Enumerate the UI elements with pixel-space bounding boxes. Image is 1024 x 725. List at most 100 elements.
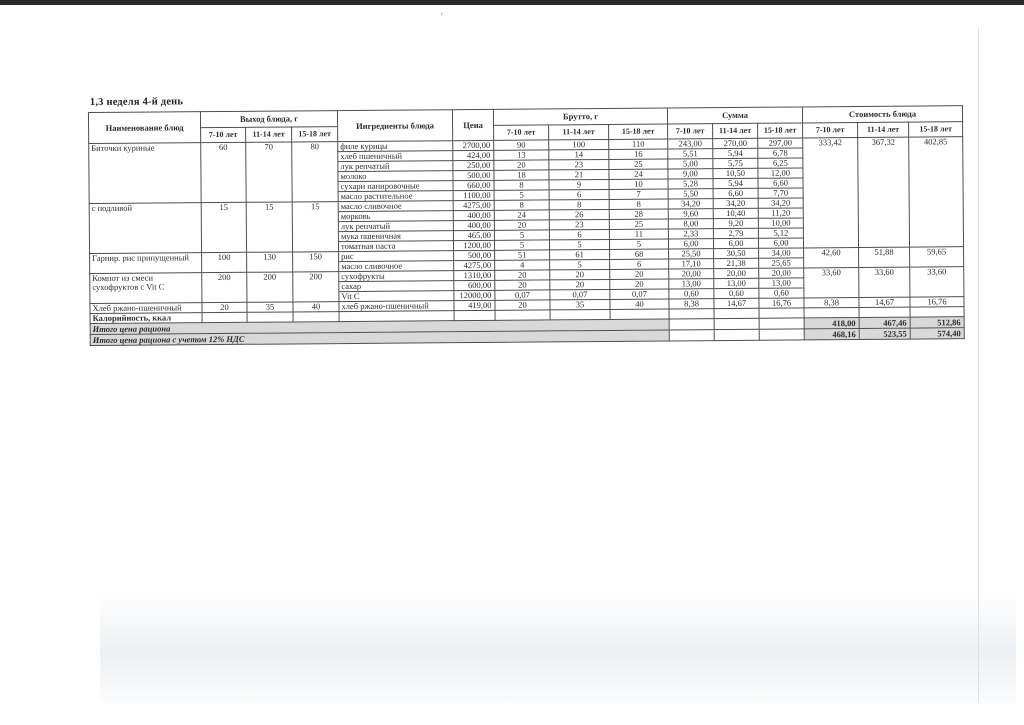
dish-cost-cell: 33,60 (858, 267, 910, 298)
sum-cell: 9,60 (668, 208, 714, 220)
empty-cell (495, 309, 551, 321)
empty-cell (714, 318, 760, 330)
empty-cell (910, 306, 965, 318)
gross-weight-cell: 8 (494, 199, 550, 211)
price-cell: 500,00 (453, 250, 495, 261)
price-cell: 660,00 (453, 180, 495, 191)
sum-cell: 13,00 (668, 278, 714, 289)
dish-cost-cell: 14,67 (858, 297, 911, 308)
sum-cell: 20,00 (668, 268, 714, 279)
sum-cell: 2,33 (668, 228, 714, 239)
sum-cell: 17,10 (668, 258, 714, 269)
col-header-age: 7-10 лет (802, 122, 858, 138)
gross-weight-cell: 51 (494, 249, 550, 261)
output-weight-cell: 15 (201, 202, 247, 253)
dish-cost-cell: 333,42 (802, 137, 859, 248)
price-cell: 1310,00 (453, 270, 495, 281)
gross-weight-cell: 5 (494, 189, 550, 201)
sum-cell: 6,00 (713, 238, 759, 249)
sum-cell: 243,00 (667, 138, 713, 150)
gross-weight-cell: 20 (549, 269, 610, 280)
gross-weight-cell: 8 (494, 179, 550, 191)
sum-cell: 34,20 (758, 197, 804, 209)
dish-name-cell: Биточки куриные (88, 142, 202, 204)
sum-cell: 6,25 (757, 157, 803, 169)
price-cell: 400,00 (453, 220, 495, 231)
sum-cell: 6,78 (757, 147, 803, 159)
dish-name-cell: Гарнир. рис припущенный (89, 252, 202, 274)
sum-cell: 34,20 (668, 198, 714, 210)
col-header-age: 15-18 лет (608, 124, 668, 140)
sum-cell: 10,40 (713, 208, 759, 219)
output-weight-cell: 15 (246, 201, 293, 253)
col-header-age: 11-14 лет (857, 122, 909, 138)
col-header-age: 7-10 лет (200, 127, 246, 143)
col-header-age: 11-14 лет (712, 123, 758, 139)
empty-cell (293, 311, 340, 322)
empty-cell (454, 310, 496, 321)
gross-weight-cell: 18 (493, 169, 550, 181)
sum-cell: 12,00 (757, 167, 804, 179)
price-cell: 400,00 (453, 210, 495, 221)
sum-cell: 11,20 (758, 207, 804, 219)
output-weight-cell: 200 (201, 272, 247, 303)
sum-cell: 6,60 (713, 188, 759, 199)
gross-weight-cell: 90 (493, 139, 549, 151)
price-cell: 500,00 (452, 170, 495, 181)
dish-cost-cell: 33,60 (803, 267, 859, 298)
output-weight-cell: 35 (246, 301, 294, 313)
sum-cell: 0,60 (668, 288, 714, 299)
sum-cell: 6,00 (668, 238, 714, 249)
empty-cell (247, 311, 294, 323)
sum-cell: 16,76 (758, 297, 805, 309)
gross-weight-cell: 25 (609, 219, 669, 230)
col-header-output-group: Выход блюда, г (200, 110, 338, 128)
output-weight-cell: 130 (246, 251, 293, 273)
output-weight-cell: 150 (292, 251, 339, 272)
sum-cell: 6,00 (758, 237, 804, 249)
gross-weight-cell: 25 (608, 159, 668, 170)
gross-weight-cell: 20 (494, 299, 551, 311)
total-value-cell: 523,55 (859, 328, 911, 340)
sum-cell: 0,60 (713, 288, 759, 299)
price-cell: 1100,00 (453, 190, 495, 201)
sum-cell: 8,00 (668, 218, 714, 229)
price-cell: 465,00 (453, 230, 495, 241)
gross-weight-cell: 20 (494, 279, 550, 291)
sum-cell: 270,00 (712, 138, 758, 149)
sum-cell: 34,20 (713, 198, 759, 209)
output-weight-cell: 15 (292, 201, 339, 252)
gross-weight-cell: 0,07 (549, 289, 610, 300)
sum-cell: 21,38 (713, 258, 759, 269)
gross-weight-cell: 23 (549, 219, 610, 230)
sum-cell: 5,50 (668, 188, 714, 200)
price-cell: 1200,00 (453, 240, 495, 251)
sum-cell: 297,00 (757, 137, 803, 149)
gross-weight-cell: 6 (549, 189, 610, 200)
col-header-cost-group: Стоимость блюда (802, 105, 963, 123)
sum-cell: 6,60 (758, 177, 804, 189)
gross-weight-cell: 35 (549, 299, 611, 310)
sum-cell: 13,00 (758, 277, 804, 289)
gross-weight-cell: 5 (549, 259, 610, 270)
dish-cost-cell: 33,60 (909, 266, 964, 298)
dish-cost-cell: 51,88 (858, 247, 910, 268)
gross-weight-cell: 100 (548, 139, 609, 150)
empty-cell (804, 307, 860, 318)
total-value-cell: 512,86 (910, 316, 965, 329)
gross-weight-cell: 16 (608, 149, 668, 160)
empty-cell (714, 308, 760, 319)
dish-cost-cell: 367,32 (857, 137, 910, 248)
sum-cell: 5,28 (668, 178, 714, 190)
col-header-sum-group: Сумма (667, 106, 803, 125)
gross-weight-cell: 5 (494, 239, 550, 251)
price-cell: 2700,00 (452, 140, 494, 151)
empty-cell (759, 317, 805, 330)
sum-cell: 5,12 (758, 227, 804, 239)
output-weight-cell: 80 (291, 141, 339, 202)
output-weight-cell: 200 (246, 271, 293, 303)
col-header-ingredients: Ингредиенты блюда (337, 109, 453, 142)
sum-cell: 30,50 (713, 248, 759, 259)
col-header-age: 11-14 лет (245, 126, 292, 143)
